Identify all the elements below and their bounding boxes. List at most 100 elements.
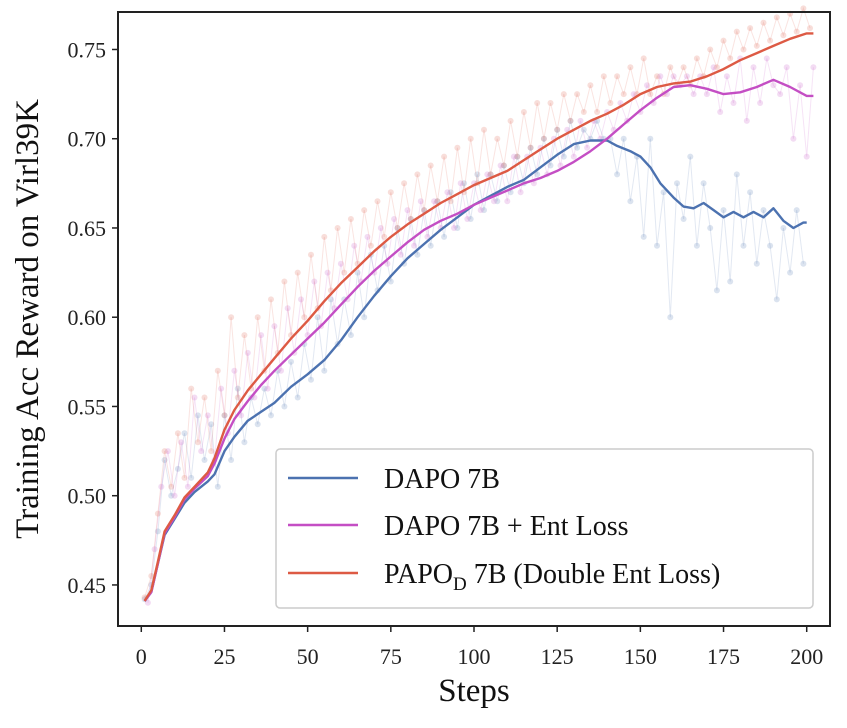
- raw-point-series-1-47: [457, 180, 464, 187]
- raw-point-series-1-64: [570, 153, 577, 160]
- raw-point-series-2-60: [540, 135, 547, 142]
- raw-point-series-1-92: [757, 100, 764, 106]
- raw-point-series-0-11: [214, 483, 221, 490]
- raw-point-series-0-64: [567, 117, 574, 124]
- x-tick-label-1: 25: [213, 644, 235, 669]
- raw-point-series-1-21: [284, 305, 291, 312]
- raw-point-series-0-45: [441, 233, 448, 240]
- raw-point-series-2-25: [308, 251, 314, 258]
- x-tick-label-0: 0: [136, 644, 147, 669]
- raw-point-series-2-43: [427, 162, 434, 169]
- series-line-1: [143, 78, 814, 602]
- raw-point-series-1-0: [144, 599, 151, 606]
- raw-point-series-1-5: [178, 439, 185, 446]
- raw-point-series-1-96: [783, 64, 790, 71]
- raw-point-series-1-23: [298, 296, 304, 303]
- x-tick-label-4: 100: [458, 644, 491, 669]
- raw-point-series-2-69: [600, 73, 607, 80]
- raw-point-series-1-40: [411, 242, 418, 249]
- raw-point-series-2-37: [387, 189, 394, 196]
- y-axis-ticks: 0.45 0.50 0.55 0.60 0.65 0.70 0.75: [68, 37, 118, 598]
- series-line-0: [143, 139, 807, 602]
- raw-point-series-0-48: [461, 180, 467, 187]
- raw-point-series-2-93: [760, 19, 767, 26]
- x-tick-label-7: 175: [707, 644, 740, 669]
- raw-point-series-1-77: [657, 73, 664, 80]
- raw-point-series-1-4: [171, 492, 178, 499]
- raw-point-series-2-77: [654, 73, 660, 80]
- raw-point-series-0-26: [314, 314, 321, 321]
- raw-point-series-0-83: [693, 242, 700, 249]
- raw-point-series-1-8: [198, 448, 205, 455]
- series-line-2: [143, 32, 814, 602]
- raw-point-series-2-68: [594, 109, 601, 115]
- raw-point-series-2-96: [780, 32, 787, 39]
- raw-point-series-2-79: [667, 64, 674, 71]
- raw-point-series-2-53: [494, 135, 501, 142]
- raw-point-series-2-15: [241, 332, 248, 339]
- raw-point-series-1-54: [504, 198, 511, 205]
- raw-point-series-0-8: [194, 412, 201, 419]
- raw-point-series-1-19: [271, 323, 278, 330]
- raw-point-series-2-83: [693, 55, 700, 62]
- raw-point-series-2-21: [281, 278, 288, 285]
- raw-point-series-1-56: [517, 189, 524, 196]
- raw-point-series-1-86: [717, 109, 724, 115]
- raw-point-series-0-5: [174, 465, 181, 472]
- raw-point-series-1-51: [484, 171, 491, 178]
- raw-point-series-0-79: [667, 314, 674, 321]
- raw-point-series-1-17: [258, 332, 265, 339]
- raw-point-series-1-25: [311, 278, 318, 285]
- raw-point-series-2-39: [401, 180, 408, 187]
- raw-point-series-0-53: [494, 198, 501, 205]
- raw-point-series-1-100: [810, 64, 817, 71]
- raw-point-series-1-82: [690, 91, 697, 98]
- raw-point-series-1-75: [644, 82, 650, 89]
- raw-point-series-0-65: [574, 144, 581, 151]
- raw-point-series-0-41: [414, 251, 421, 258]
- raw-point-series-1-93: [763, 55, 770, 62]
- raw-point-series-2-11: [214, 367, 221, 374]
- raw-point-series-1-15: [244, 349, 251, 356]
- raw-point-series-2-75: [640, 55, 647, 62]
- raw-point-series-2-58: [527, 144, 534, 151]
- raw-point-series-2-5: [174, 430, 181, 437]
- raw-point-series-2-71: [614, 73, 621, 80]
- raw-point-series-2-76: [647, 91, 654, 98]
- raw-point-series-1-41: [417, 198, 424, 205]
- raw-point-series-0-43: [427, 242, 434, 249]
- x-tick-label-6: 150: [624, 644, 657, 669]
- raw-point-series-0-77: [654, 242, 660, 249]
- x-tick-label-5: 125: [541, 644, 574, 669]
- raw-point-series-0-80: [674, 180, 680, 187]
- raw-point-series-2-41: [414, 171, 421, 178]
- raw-point-series-2-45: [441, 153, 448, 160]
- raw-point-series-2-63: [560, 91, 567, 98]
- raw-point-series-2-36: [381, 233, 388, 240]
- raw-point-series-1-46: [451, 225, 457, 231]
- raw-point-series-2-85: [707, 46, 714, 53]
- y-tick-label-1: 0.50: [68, 484, 107, 509]
- raw-point-series-1-84: [703, 91, 710, 98]
- raw-point-series-2-47: [454, 144, 461, 151]
- raw-point-series-1-65: [577, 117, 584, 124]
- raw-point-series-2-100: [807, 25, 813, 32]
- y-tick-label-4: 0.65: [68, 216, 107, 241]
- raw-point-series-1-87: [723, 73, 730, 80]
- raw-point-series-1-39: [404, 207, 411, 214]
- y-tick-label-5: 0.70: [68, 127, 107, 152]
- raw-point-series-0-98: [793, 207, 800, 214]
- raw-point-series-0-32: [354, 269, 361, 276]
- raw-point-series-0-25: [308, 376, 314, 383]
- raw-point-series-0-46: [447, 189, 454, 196]
- raw-point-series-0-3: [161, 457, 168, 463]
- y-tick-label-6: 0.75: [68, 37, 107, 62]
- raw-point-series-2-66: [580, 109, 587, 115]
- x-tick-label-3: 75: [380, 644, 402, 669]
- raw-point-series-1-7: [191, 394, 198, 401]
- raw-point-series-0-13: [228, 457, 235, 463]
- raw-point-series-0-59: [534, 171, 541, 178]
- raw-point-series-0-86: [713, 287, 720, 294]
- raw-point-series-2-55: [507, 117, 514, 124]
- raw-point-series-2-56: [514, 153, 521, 160]
